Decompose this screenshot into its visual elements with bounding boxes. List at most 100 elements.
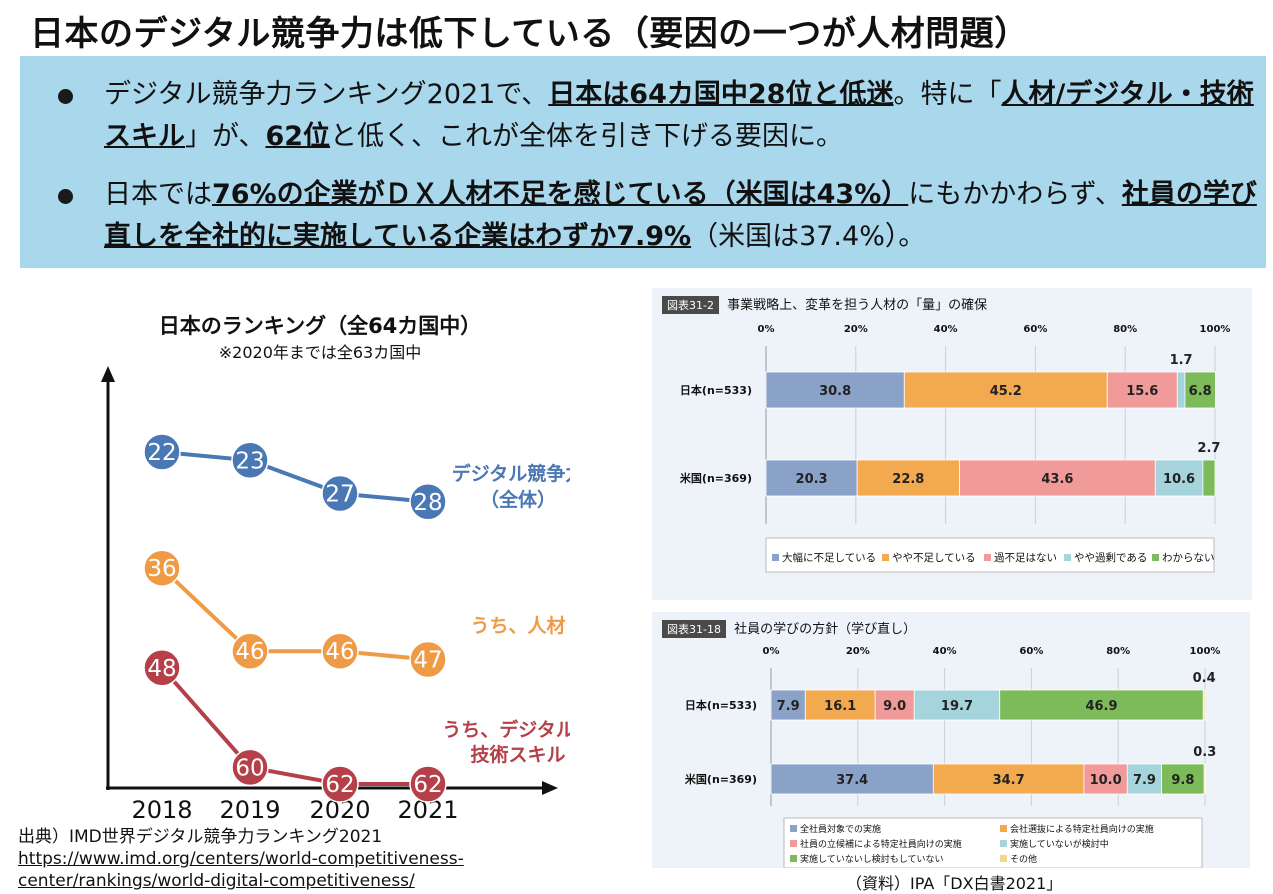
x-tick-label: 100% (1190, 646, 1221, 657)
figure-title: 社員の学びの方針（学び直し） (734, 622, 917, 637)
source-link-2[interactable]: center/rankings/world-digital-competitiv… (18, 871, 415, 891)
data-label: 62 (325, 772, 354, 798)
figure-title: 事業戦略上、変革を担う人材の「量」の確保 (727, 298, 988, 313)
data-label: 45.2 (990, 384, 1022, 399)
data-point (143, 649, 181, 687)
legend-label: やや過剰である (1074, 552, 1147, 564)
summary-banner: デジタル競争力ランキング2021で、日本は64カ国中28位と低迷。特に「人材/デ… (20, 56, 1266, 268)
legend-label: わからない (1162, 552, 1215, 564)
data-label: 62 (413, 772, 442, 798)
legend-label: 社員の立候補による特定社員向けの実施 (800, 838, 962, 850)
data-point (143, 433, 181, 471)
data-label: 48 (147, 656, 176, 682)
data-label: 46.9 (1085, 699, 1117, 714)
data-point (409, 640, 447, 679)
bar-segment (804, 689, 876, 721)
panel-header: 図表31-2 事業戦略上、変革を担う人材の「量」の確保 (662, 294, 987, 314)
source-link-1[interactable]: https://www.imd.org/centers/world-compet… (18, 849, 464, 869)
bar-segment (874, 689, 915, 721)
category-label: 米国(n=369) (684, 772, 757, 786)
legend-label: 実施していないし検討もしていない (800, 853, 943, 865)
x-tick-label: 100% (1200, 324, 1231, 335)
data-label: 9.8 (1171, 773, 1194, 788)
data-label: 20.3 (796, 472, 828, 487)
bullet-1: デジタル競争力ランキング2021で、日本は64カ国中28位と低迷。特に「人材/デ… (58, 74, 1258, 158)
bullet-text-part: 日本では (104, 179, 212, 210)
legend-swatch (1000, 825, 1007, 832)
bar-segment (999, 689, 1204, 721)
x-tick-label: 0% (763, 646, 780, 657)
legend-swatch (984, 554, 991, 561)
legend-label: やや不足している (892, 552, 976, 564)
data-label: 0.4 (1193, 671, 1216, 686)
emphasis-text: 日本は64カ国中28位と低迷 (548, 79, 894, 110)
stacked-bar-chart-reskilling: 0% 20% 40% 60% 80% 100% 日本(n=533) 7.9 16.1 9.0 19.… (684, 646, 1221, 868)
data-point (409, 765, 447, 803)
x-tick-label: 80% (1106, 646, 1130, 657)
bar-segment (1126, 763, 1162, 795)
ranking-chart-subtitle: ※2020年までは全63カ国中 (218, 343, 422, 362)
legend-label: 実施していないが検討中 (1010, 838, 1109, 850)
bar-segment (1202, 689, 1206, 721)
ranking-chart-title: 日本のランキング（全64カ国中） (158, 314, 482, 338)
source-note: 出典）IMD世界デジタル競争力ランキング2021 https://www.imd… (18, 826, 464, 892)
bullet-text-part: 」が、 (185, 121, 266, 152)
data-label: 60 (235, 755, 264, 781)
panel-header: 図表31-18 社員の学びの方針（学び直し） (662, 618, 916, 638)
bullet-text-part: （米国は37.4%）。 (691, 221, 926, 252)
legend-swatch (790, 840, 797, 847)
data-point (143, 549, 181, 587)
bullet-text-part: デジタル競争力ランキング2021で、 (104, 79, 549, 110)
x-tick-label: 60% (1019, 646, 1043, 657)
series-line (160, 566, 429, 662)
x-tick-label: 80% (1113, 324, 1137, 335)
emphasis-text: 人材/デジタル・技術スキル (104, 79, 1254, 152)
legend-swatch (772, 554, 779, 561)
data-label: 34.7 (993, 773, 1025, 788)
data-label: 2.7 (1197, 441, 1220, 456)
chart-panel-reskilling: 図表31-18 社員の学びの方針（学び直し） 0% 20% 40% 60% 80% 100… (652, 612, 1250, 868)
legend-swatch (882, 554, 889, 561)
data-label: 22.8 (892, 472, 924, 487)
data-label: 7.9 (1133, 773, 1156, 788)
data-label: 27 (325, 482, 354, 508)
legend-label: その他 (1010, 853, 1037, 865)
source-label: 出典）IMD世界デジタル競争力ランキング2021 (18, 827, 383, 847)
x-tick-label: 60% (1023, 324, 1047, 335)
category-label: 日本(n=533) (685, 698, 757, 712)
legend: 大幅に不足している やや不足している 過不足はない やや過剰である わからない (765, 537, 1215, 573)
series-line (160, 666, 428, 786)
data-label: 37.4 (836, 773, 868, 788)
series-name-label: 技術スキル (470, 743, 565, 766)
data-label: 16.1 (824, 699, 856, 714)
category-label: 日本(n=533) (680, 383, 752, 397)
bar-segment (765, 459, 858, 497)
data-label: 30.8 (819, 384, 851, 399)
emphasis-text: 社員の学び直しを全社的に実施している企業はわずか7.9% (104, 179, 1257, 252)
data-label: 1.7 (1170, 353, 1193, 368)
bullet-dot-icon (58, 89, 73, 104)
x-tick-label: 20% (844, 324, 868, 335)
data-label: 6.8 (1189, 384, 1212, 399)
series-name-label: デジタル競争力 (452, 462, 570, 485)
bar-segment (932, 763, 1085, 795)
data-credit: （資料）IPA「DX白書2021」 (846, 874, 1063, 893)
bullet-2-text: 日本では76%の企業がＤＸ人材不足を感じている（米国は43%）にもかかわらず、社… (104, 174, 1258, 258)
data-label: 46 (235, 639, 264, 665)
data-label: 10.6 (1163, 472, 1195, 487)
data-label: 46 (325, 639, 354, 665)
data-label: 22 (147, 440, 176, 466)
series-name-label: うち、人材 (470, 614, 565, 637)
series-name-label: うち、デジタル・ (442, 718, 570, 741)
bullet-text-part: 。特に「 (893, 79, 1002, 110)
bar-segment (903, 371, 1108, 409)
legend-swatch (1000, 855, 1007, 862)
bar-segment (1202, 459, 1216, 497)
bullet-text-part: と低く、これが全体を引き下げる要因に。 (330, 121, 844, 152)
data-point (321, 632, 359, 670)
data-point (231, 632, 269, 670)
x-tick-label: 40% (933, 646, 957, 657)
legend-swatch (1000, 840, 1007, 847)
data-label: 47 (413, 648, 442, 674)
data-label: 28 (413, 490, 442, 516)
